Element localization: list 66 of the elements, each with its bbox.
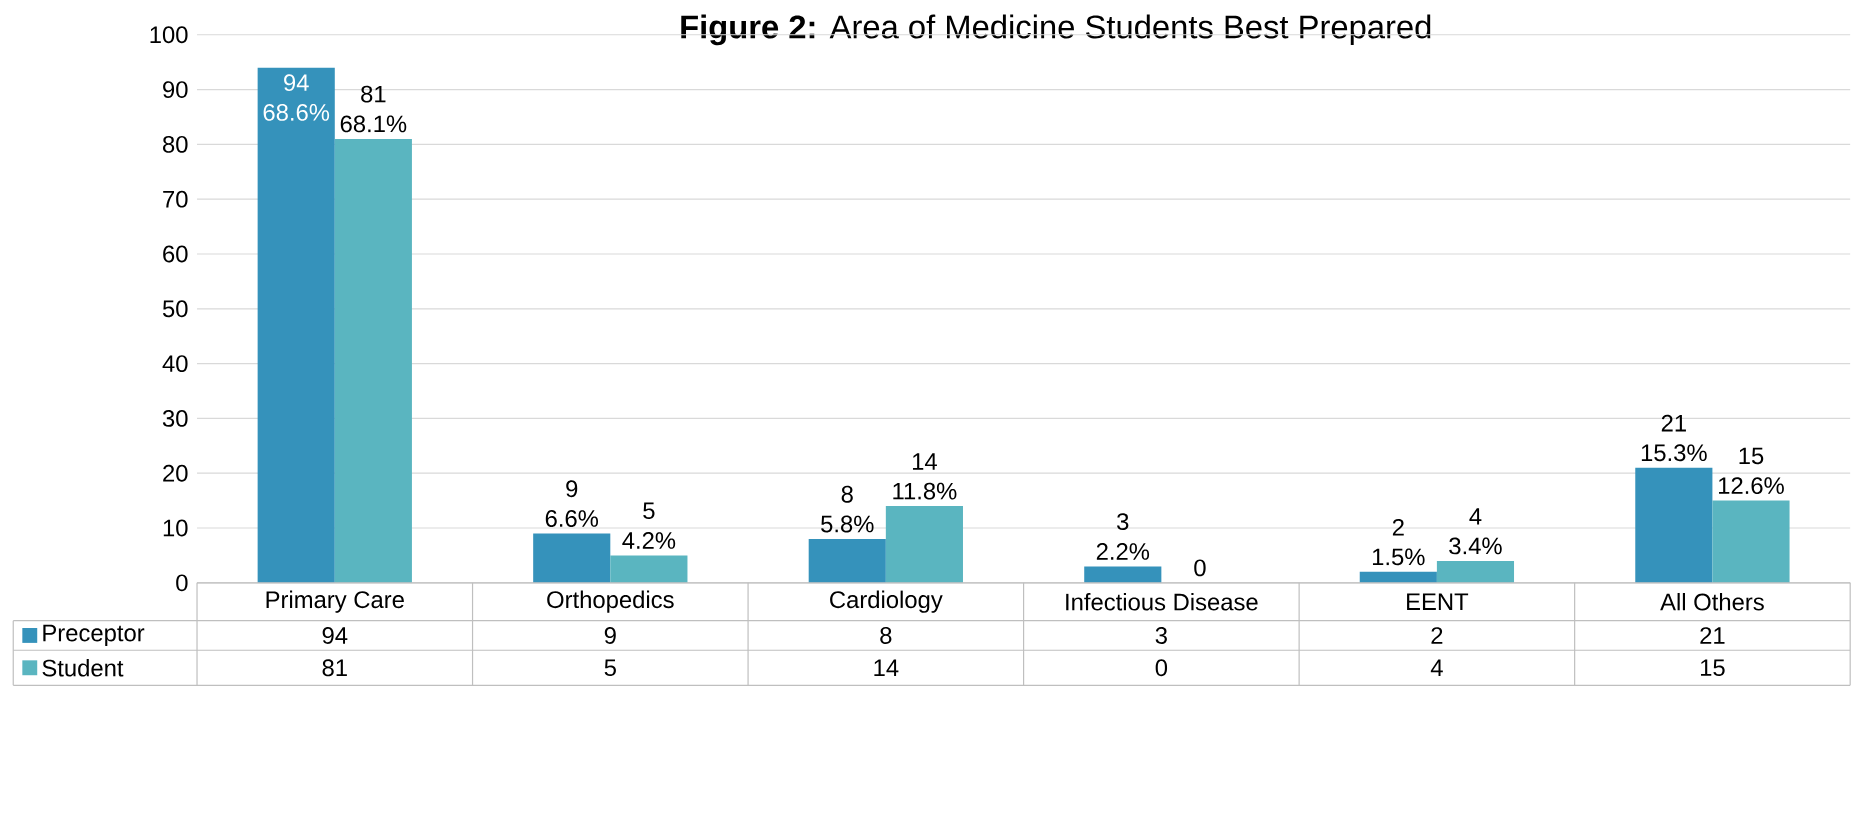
bar xyxy=(1635,467,1713,583)
y-tick-label: 90 xyxy=(163,81,188,98)
text: 9 xyxy=(566,480,578,498)
annotation: 1.5% xyxy=(1372,548,1425,566)
legend-label: Student xyxy=(42,658,124,677)
y-tick-label: 50 xyxy=(162,300,188,318)
annotation: 68.6% xyxy=(263,103,330,121)
bar xyxy=(1084,566,1162,583)
bar xyxy=(1436,560,1515,583)
y-tick-label: 20 xyxy=(163,464,188,482)
annotation: 2.2% xyxy=(1096,543,1150,560)
text: 4 xyxy=(1469,508,1482,525)
data-label: 15 xyxy=(1700,659,1725,677)
bar xyxy=(610,555,688,583)
annotation: 15.3% xyxy=(1641,444,1707,462)
chart-title: Figure 2: Area of Medicine Students Best Prepared xyxy=(681,14,1431,46)
data-label: 8 xyxy=(880,626,892,644)
text: 2 xyxy=(1392,518,1404,536)
annotation: 12.6% xyxy=(1719,477,1784,494)
data-label: 2 xyxy=(1431,627,1443,644)
text: 8 xyxy=(841,485,853,503)
x-tick-label: Cardiology xyxy=(830,590,943,613)
text: 81 xyxy=(361,85,386,103)
data-label: 9 xyxy=(604,626,616,644)
annotation: 11.8% xyxy=(893,482,957,500)
text: 21 xyxy=(1661,414,1686,432)
text: 14 xyxy=(912,453,937,470)
text: 5 xyxy=(643,502,655,520)
bar xyxy=(1359,571,1437,583)
y-tick-label: 70 xyxy=(163,190,188,208)
x-tick-label: EENT xyxy=(1407,593,1469,610)
y-tick-label: 100 xyxy=(150,26,188,44)
y-tick-label: 40 xyxy=(162,355,188,372)
annotation: 4.2% xyxy=(622,532,676,549)
y-tick-label: 10 xyxy=(163,519,188,537)
data-label: 3 xyxy=(1155,626,1167,644)
data-label: 21 xyxy=(1700,627,1725,644)
data-label: 81 xyxy=(322,659,347,677)
y-tick-label: 60 xyxy=(163,245,188,263)
text: 15 xyxy=(1739,447,1764,465)
text: 3 xyxy=(1117,513,1129,530)
data-label: 4 xyxy=(1430,659,1443,676)
data-label: 0 xyxy=(1155,659,1168,677)
x-tick-label: Infectious Disease xyxy=(1066,592,1258,611)
bar xyxy=(808,538,886,583)
data-label: 94 xyxy=(322,626,348,644)
text: 94 xyxy=(284,74,309,91)
y-tick-label: 0 xyxy=(176,574,188,592)
data-label: 5 xyxy=(604,659,616,677)
x-tick-label: Primary Care xyxy=(266,590,404,613)
annotation: 6.6% xyxy=(545,510,599,527)
y-tick-label: 80 xyxy=(163,135,188,153)
annotation: 68.1% xyxy=(340,115,407,133)
bar xyxy=(533,533,611,583)
bar xyxy=(885,506,963,583)
text: 0 xyxy=(1194,559,1206,577)
y-tick-label: 30 xyxy=(162,409,188,427)
bar xyxy=(334,138,412,583)
x-tick-label: Orthopedics xyxy=(547,590,674,613)
bar xyxy=(257,67,335,583)
data-label: 14 xyxy=(874,659,899,676)
annotation: 5.8% xyxy=(821,515,874,533)
legend-label: Preceptor xyxy=(43,624,145,647)
bar xyxy=(1712,500,1790,583)
x-tick-label: All Others xyxy=(1660,592,1764,611)
annotation: 3.4% xyxy=(1449,537,1502,555)
